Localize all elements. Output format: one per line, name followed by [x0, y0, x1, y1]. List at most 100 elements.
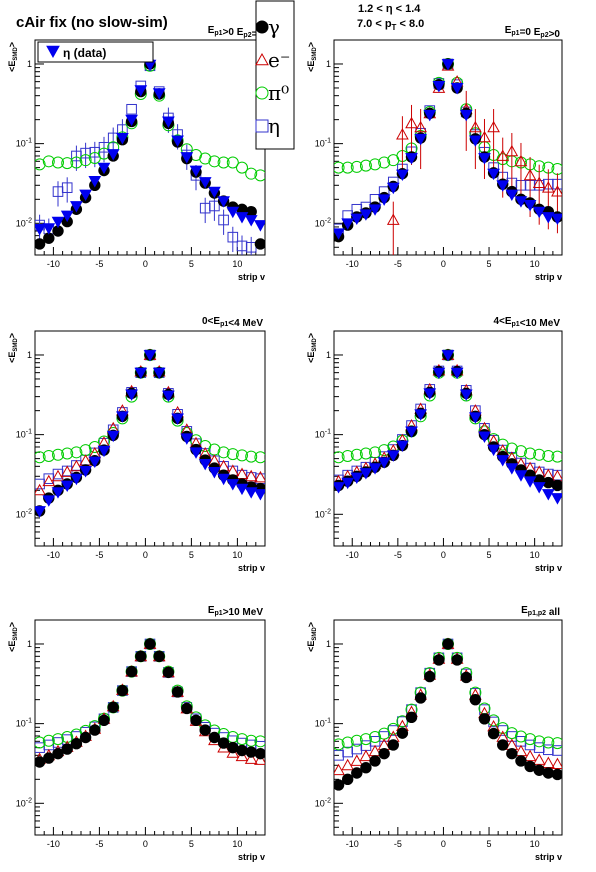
data-point	[378, 747, 390, 760]
data-point	[70, 156, 83, 169]
data-markers	[35, 637, 265, 768]
data-point	[487, 168, 500, 181]
data-point	[551, 757, 562, 770]
x-tick-label: -5	[394, 550, 402, 560]
y-tick-label: 10-2	[315, 797, 331, 808]
data-point	[97, 162, 111, 175]
data-point	[254, 238, 265, 250]
y-tick-label: 1	[326, 59, 331, 69]
y-tick-label: 10-1	[16, 718, 32, 729]
data-point	[423, 109, 437, 122]
data-point	[405, 153, 418, 165]
data-point	[378, 156, 391, 169]
data-point	[359, 468, 373, 480]
data-point	[551, 479, 562, 492]
data-point	[236, 449, 248, 462]
data-point	[532, 753, 546, 765]
data-point	[541, 489, 555, 501]
data-point	[52, 733, 64, 746]
data-point	[533, 448, 546, 461]
y-tick-label: 10-1	[315, 138, 331, 149]
data-point	[532, 482, 546, 494]
eta-range-label: 1.2 < η < 1.4	[358, 3, 421, 15]
data-point	[171, 413, 184, 425]
data-point	[524, 733, 537, 746]
data-point	[515, 755, 527, 767]
data-point	[134, 85, 148, 97]
data-point	[341, 218, 355, 230]
data-point	[496, 149, 510, 161]
data-point	[405, 426, 418, 438]
data-point	[414, 120, 427, 133]
y-tick-label: 1	[326, 350, 331, 360]
y-tick-label: 10-1	[315, 718, 331, 729]
data-point	[552, 745, 562, 756]
data-point	[116, 411, 129, 423]
data-point	[433, 654, 445, 666]
data-point	[469, 120, 482, 133]
data-point	[542, 736, 555, 749]
data-point	[180, 433, 194, 445]
data-point	[79, 154, 92, 167]
data-point	[236, 744, 248, 757]
data-point	[152, 88, 166, 100]
y-tick-label: 10-1	[315, 429, 331, 440]
data-point	[254, 169, 265, 182]
data-point	[542, 449, 555, 462]
data-point	[226, 156, 239, 169]
x-tick-label: 5	[189, 839, 194, 849]
data-point	[478, 153, 491, 165]
data-point	[368, 463, 382, 475]
x-tick-label: -10	[346, 550, 359, 560]
chart-panel-5: -10 -5 0 5 10 10-2 10-1 1 strip v <ESMD> Ep1>10 Me…	[7, 605, 266, 862]
data-point	[487, 120, 500, 133]
data-point	[350, 734, 363, 747]
data-point	[125, 114, 138, 127]
data-point	[61, 743, 73, 755]
data-point	[60, 465, 74, 477]
data-point	[42, 223, 56, 235]
figure-title: cAir fix (no slow-sim)	[16, 14, 168, 31]
panel-title: 0<Ep1<4 MeV	[202, 316, 263, 329]
plot-frame	[34, 330, 266, 547]
data-point	[334, 763, 345, 776]
data-point	[61, 447, 74, 460]
data-point	[52, 156, 64, 169]
data-point	[478, 713, 491, 725]
y-tick-label: 10-2	[315, 217, 331, 228]
data-point	[341, 449, 354, 462]
chart-panel-3: -10 -5 0 5 10 10-2 10-1 1 strip v <ESMD> 0<Ep1<4 M…	[7, 316, 266, 573]
data-point	[89, 724, 101, 736]
data-point	[198, 458, 212, 471]
data-point	[450, 83, 464, 95]
data-point	[152, 367, 166, 380]
panel-title: Ep1=0 Ep2>0	[505, 25, 561, 40]
legend-marker	[46, 45, 60, 59]
data-point	[126, 103, 137, 115]
data-markers	[334, 57, 562, 255]
data-point	[469, 135, 482, 147]
x-tick-label: 10	[530, 259, 540, 269]
data-point	[351, 767, 363, 779]
x-tick-label: -5	[394, 839, 402, 849]
legend-marker	[255, 52, 269, 66]
y-axis-label: <ESMD>	[306, 42, 318, 72]
data-point	[106, 430, 120, 443]
data-point	[208, 186, 221, 199]
legend-label: π⁰	[268, 81, 289, 105]
data-point	[244, 487, 258, 499]
data-point	[432, 81, 446, 93]
data-point	[341, 736, 354, 749]
data-point	[208, 731, 221, 744]
x-tick-label: -5	[95, 259, 103, 269]
data-point	[505, 189, 519, 202]
data-legend: η (data)	[37, 41, 154, 63]
data-point	[42, 474, 56, 487]
x-tick-label: -10	[346, 259, 359, 269]
data-point	[116, 684, 129, 697]
data-point	[359, 159, 372, 172]
data-point	[334, 161, 345, 174]
data-point	[162, 116, 175, 128]
data-point	[505, 463, 519, 475]
data-point	[42, 155, 55, 168]
